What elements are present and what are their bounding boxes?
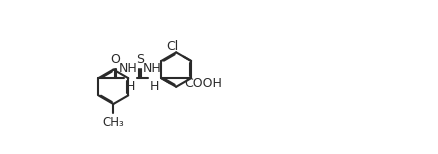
Text: COOH: COOH: [184, 77, 222, 90]
Text: NH: NH: [118, 62, 137, 75]
Text: Cl: Cl: [166, 40, 178, 53]
Text: CH₃: CH₃: [102, 116, 124, 128]
Text: H: H: [149, 79, 159, 93]
Text: NH: NH: [142, 62, 161, 75]
Text: S: S: [136, 53, 144, 66]
Text: H: H: [125, 79, 135, 93]
Text: O: O: [111, 53, 120, 66]
